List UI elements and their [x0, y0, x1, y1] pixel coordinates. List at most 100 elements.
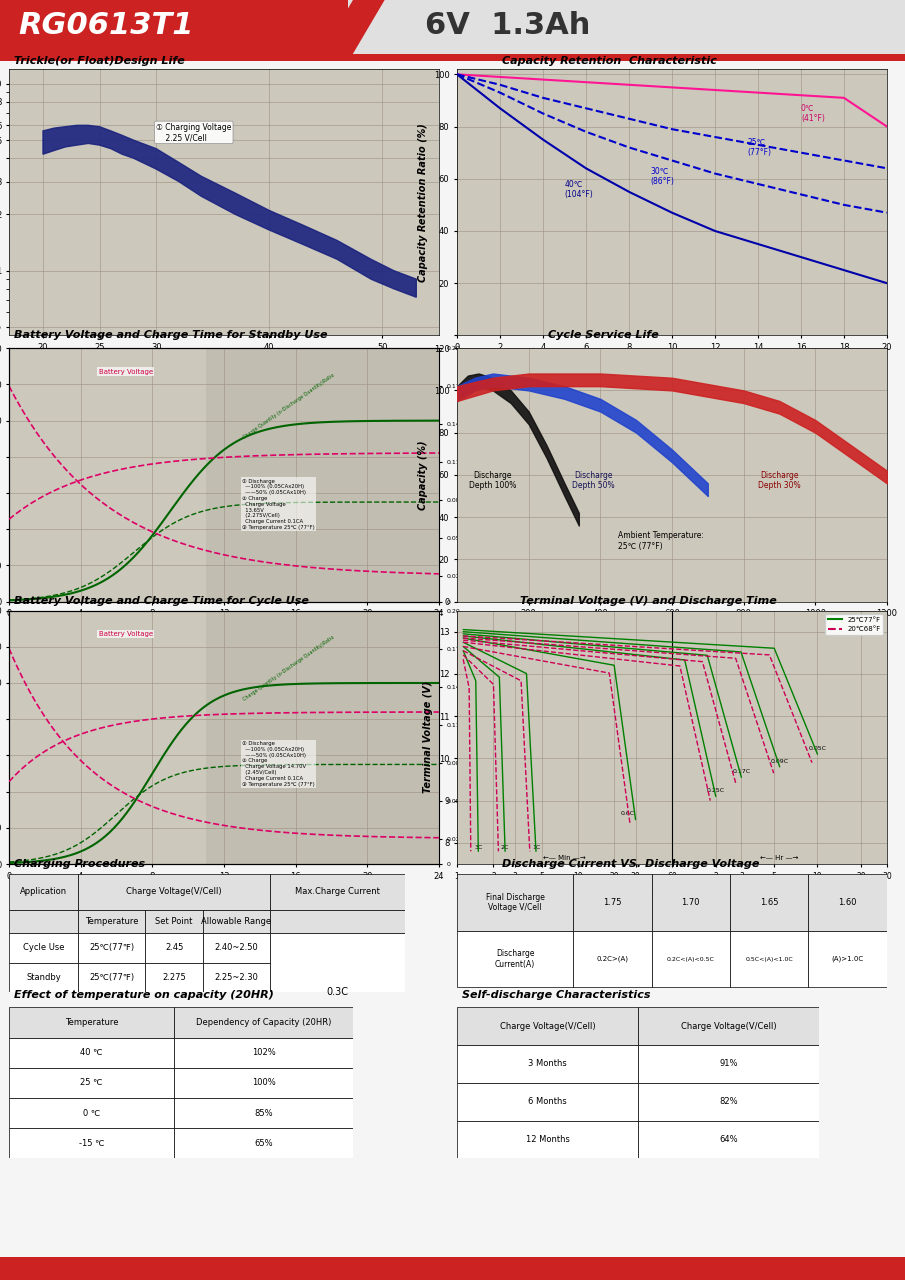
Text: Max.Charge Current: Max.Charge Current — [295, 887, 380, 896]
Bar — [9, 1007, 174, 1038]
Bar — [457, 1083, 638, 1121]
Text: Ambient Temperature:
25℃ (77°F): Ambient Temperature: 25℃ (77°F) — [618, 531, 704, 550]
Bar — [174, 1068, 353, 1098]
Text: Discharge
Depth 50%: Discharge Depth 50% — [572, 471, 614, 490]
Y-axis label: Charge Current (CA): Charge Current (CA) — [462, 698, 469, 777]
Bar — [573, 931, 652, 987]
Text: Battery Voltage: Battery Voltage — [99, 369, 153, 375]
Bar — [78, 874, 270, 910]
Text: Charge Voltage(V/Cell): Charge Voltage(V/Cell) — [127, 887, 222, 896]
Text: Self-discharge Characteristics: Self-discharge Characteristics — [462, 991, 650, 1001]
Y-axis label: Charge Current (CA): Charge Current (CA) — [462, 435, 469, 515]
Text: Final Discharge
Voltage V/Cell: Final Discharge Voltage V/Cell — [486, 893, 545, 913]
Y-axis label: Capacity (%): Capacity (%) — [418, 440, 428, 509]
Bar — [457, 1121, 638, 1158]
X-axis label: Charge Time (H): Charge Time (H) — [179, 886, 269, 896]
Bar — [9, 1098, 174, 1128]
Bar — [457, 1044, 638, 1083]
Legend: 25℃77°F, 20℃68°F: 25℃77°F, 20℃68°F — [825, 614, 883, 635]
Text: Discharge
Depth 30%: Discharge Depth 30% — [758, 471, 801, 490]
Bar — [652, 874, 730, 931]
Text: 3 Months: 3 Months — [529, 1060, 567, 1069]
Text: 0.05C: 0.05C — [808, 746, 826, 751]
Bar — [730, 874, 808, 931]
Bar — [9, 874, 78, 910]
Text: 102%: 102% — [252, 1048, 275, 1057]
Text: 0.17C: 0.17C — [732, 769, 750, 774]
Y-axis label: Capacity Retention Ratio (%): Capacity Retention Ratio (%) — [418, 123, 428, 282]
Text: Temperature: Temperature — [65, 1018, 119, 1027]
Text: 25℃(77℉): 25℃(77℉) — [90, 973, 135, 982]
Y-axis label: Battery Voltage (V)/Per Cell: Battery Voltage (V)/Per Cell — [559, 420, 567, 530]
Text: ←— Min —→: ←— Min —→ — [543, 855, 586, 860]
Text: Charge Voltage(V/Cell): Charge Voltage(V/Cell) — [500, 1021, 595, 1030]
Text: 3C: 3C — [474, 845, 482, 850]
Bar — [0, 0, 348, 61]
Text: 2.275: 2.275 — [162, 973, 186, 982]
Bar — [174, 1038, 353, 1068]
Bar — [203, 933, 270, 963]
Text: (A)>1.0C: (A)>1.0C — [832, 956, 863, 963]
Bar — [174, 1128, 353, 1158]
Bar — [146, 963, 203, 992]
Text: 40 ℃: 40 ℃ — [81, 1048, 103, 1057]
Text: 91%: 91% — [719, 1060, 738, 1069]
Text: 2.45: 2.45 — [165, 943, 184, 952]
X-axis label: Storage Period (Month): Storage Period (Month) — [607, 357, 737, 367]
Text: 30℃
(86°F): 30℃ (86°F) — [651, 166, 674, 186]
Bar — [638, 1044, 819, 1083]
Bar — [270, 874, 405, 910]
Bar — [573, 874, 652, 931]
Bar — [78, 963, 146, 992]
Bar — [146, 910, 203, 933]
Text: 25℃(77℉): 25℃(77℉) — [90, 943, 135, 952]
Text: Application: Application — [20, 887, 67, 896]
Text: 64%: 64% — [719, 1135, 738, 1144]
Text: 0.09C: 0.09C — [771, 759, 789, 764]
Text: Standby: Standby — [26, 973, 61, 982]
Text: Battery Voltage and Charge Time for Standby Use: Battery Voltage and Charge Time for Stan… — [14, 330, 327, 340]
Bar — [9, 933, 78, 963]
Text: 85%: 85% — [254, 1108, 272, 1117]
Bar — [174, 1007, 353, 1038]
Bar — [9, 910, 78, 933]
X-axis label: Number of Cycles (Times): Number of Cycles (Times) — [601, 623, 743, 634]
Text: 65%: 65% — [254, 1139, 272, 1148]
Bar — [808, 931, 887, 987]
Text: Allowable Range: Allowable Range — [202, 916, 272, 925]
Text: 1.75: 1.75 — [603, 899, 622, 908]
Text: 0.2C<(A)<0.5C: 0.2C<(A)<0.5C — [667, 956, 715, 961]
Bar — [174, 1098, 353, 1128]
Text: 0℃
(41°F): 0℃ (41°F) — [801, 104, 824, 123]
Bar — [9, 1068, 174, 1098]
Polygon shape — [43, 125, 416, 297]
Text: Terminal Voltage (V) and Discharge Time: Terminal Voltage (V) and Discharge Time — [520, 596, 777, 607]
Text: 0.25C: 0.25C — [707, 788, 725, 794]
Text: 1.60: 1.60 — [838, 899, 857, 908]
Bar — [203, 963, 270, 992]
Bar — [652, 931, 730, 987]
Text: 0.3C: 0.3C — [327, 987, 348, 997]
Text: Effect of temperature on capacity (20HR): Effect of temperature on capacity (20HR) — [14, 991, 273, 1001]
Text: Temperature: Temperature — [85, 916, 138, 925]
Bar — [638, 1121, 819, 1158]
Text: Charging Procedures: Charging Procedures — [14, 859, 145, 869]
Text: 100%: 100% — [252, 1078, 275, 1088]
Polygon shape — [317, 0, 385, 61]
Text: Trickle(or Float)Design Life: Trickle(or Float)Design Life — [14, 56, 185, 67]
Bar — [808, 874, 887, 931]
Bar — [270, 933, 405, 992]
Text: 0.5C<(A)<1.0C: 0.5C<(A)<1.0C — [746, 956, 793, 961]
Text: 2.40~2.50: 2.40~2.50 — [214, 943, 258, 952]
Text: Discharge
Current(A): Discharge Current(A) — [495, 950, 535, 969]
X-axis label: Discharge Time (Min): Discharge Time (Min) — [614, 886, 730, 896]
Text: Capacity Retention  Characteristic: Capacity Retention Characteristic — [502, 56, 717, 67]
Text: 0 ℃: 0 ℃ — [83, 1108, 100, 1117]
Y-axis label: Battery Voltage (V)/Per Cell: Battery Voltage (V)/Per Cell — [559, 682, 567, 792]
Text: Charge Quantity (o-Discharge Quantity)Ratio: Charge Quantity (o-Discharge Quantity)Ra… — [242, 635, 335, 701]
Text: 40℃
(104°F): 40℃ (104°F) — [565, 179, 594, 198]
Text: -15 ℃: -15 ℃ — [79, 1139, 104, 1148]
Text: ① Discharge
  —100% (0.05CAx20H)
  ——50% (0.05CAx10H)
② Charge
  Charge Voltage
: ① Discharge —100% (0.05CAx20H) ——50% (0.… — [242, 479, 315, 530]
Bar — [203, 910, 270, 933]
Text: ① Discharge
  —100% (0.05CAx20H)
  ——50% (0.05CAx10H)
② Charge
  Charge Voltage : ① Discharge —100% (0.05CAx20H) ——50% (0.… — [242, 741, 315, 786]
